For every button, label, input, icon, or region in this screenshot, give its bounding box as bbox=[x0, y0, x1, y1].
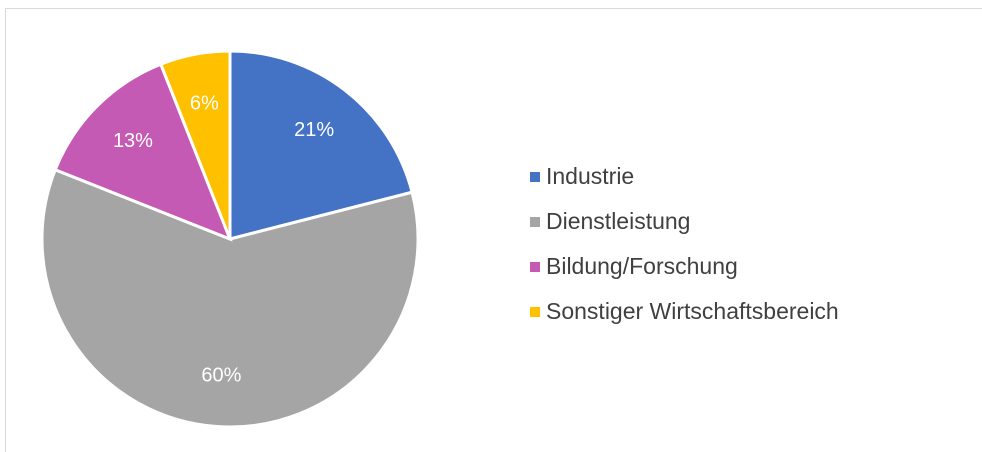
data-label: 13% bbox=[113, 130, 153, 152]
legend-label: Dienstleistung bbox=[546, 208, 690, 234]
legend-swatch bbox=[530, 262, 540, 272]
pie-slice bbox=[53, 62, 233, 242]
data-label: 60% bbox=[201, 364, 241, 386]
legend-label: Industrie bbox=[546, 163, 634, 189]
data-label: 6% bbox=[190, 92, 219, 114]
pie-slice bbox=[158, 49, 232, 240]
legend-label: Bildung/Forschung bbox=[546, 253, 738, 279]
legend-swatch bbox=[530, 307, 540, 317]
legend-swatch bbox=[530, 217, 540, 227]
pie-slice bbox=[228, 49, 414, 241]
legend-label: Sonstiger Wirtschaftsbereich bbox=[546, 298, 839, 324]
legend-swatch bbox=[530, 172, 540, 182]
data-label: 21% bbox=[294, 119, 334, 141]
pie-slice bbox=[40, 167, 420, 429]
